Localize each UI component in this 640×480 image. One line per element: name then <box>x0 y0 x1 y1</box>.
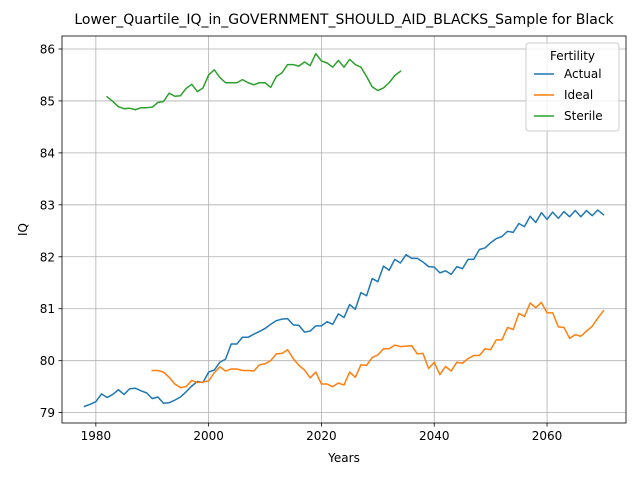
y-tick-label: 86 <box>40 42 55 56</box>
series-line-actual <box>83 209 605 408</box>
plot-area-frame <box>61 35 627 424</box>
x-tick-label: 2000 <box>193 429 224 443</box>
legend-label-ideal: Ideal <box>564 88 593 102</box>
chart-title: Lower_Quartile_IQ_in_GOVERNMENT_SHOULD_A… <box>74 12 614 28</box>
legend: Fertility Actual Ideal Sterile <box>525 42 620 132</box>
x-axis-label: Years <box>327 451 360 465</box>
x-tick-label: 2060 <box>532 429 563 443</box>
legend-label-sterile: Sterile <box>564 109 603 123</box>
series-line-ideal <box>151 301 605 389</box>
y-tick-label: 79 <box>40 406 55 420</box>
legend-entries: Actual Ideal Sterile <box>534 67 603 123</box>
y-axis-label: IQ <box>16 223 30 236</box>
axis-ticks: 1980 2000 2020 2040 2060 79 80 81 82 83 84 85 86 <box>40 42 563 443</box>
x-tick-label: 2020 <box>306 429 337 443</box>
x-tick-label: 1980 <box>81 429 112 443</box>
y-tick-label: 83 <box>40 198 55 212</box>
x-tick-label: 2040 <box>419 429 450 443</box>
y-tick-label: 82 <box>40 250 55 264</box>
series-line-sterile <box>106 52 402 111</box>
legend-box <box>525 42 620 132</box>
y-tick-label: 85 <box>40 94 55 108</box>
series-lines <box>83 52 605 408</box>
gridlines <box>62 36 626 423</box>
legend-title: Fertility <box>550 49 595 63</box>
legend-label-actual: Actual <box>564 67 602 81</box>
y-tick-label: 81 <box>40 302 55 316</box>
y-tick-label: 80 <box>40 354 55 368</box>
y-tick-label: 84 <box>40 146 55 160</box>
